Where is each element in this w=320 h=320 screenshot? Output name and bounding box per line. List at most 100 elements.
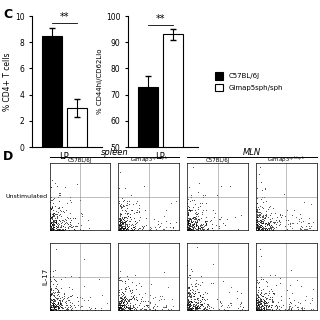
Point	[119, 220, 124, 225]
Point	[123, 304, 128, 309]
Point	[50, 301, 55, 307]
Point	[193, 303, 198, 308]
Point	[119, 295, 124, 300]
Bar	[163, 34, 183, 278]
Point	[263, 225, 268, 230]
Point	[194, 227, 199, 232]
Point	[284, 227, 289, 232]
Point	[118, 305, 124, 310]
Point	[186, 307, 191, 312]
Point	[258, 219, 263, 224]
Point	[137, 210, 142, 215]
Point	[261, 206, 266, 211]
Point	[99, 308, 104, 313]
Point	[264, 295, 269, 300]
Point	[48, 307, 53, 312]
Point	[257, 213, 262, 218]
Point	[125, 306, 130, 311]
Point	[55, 306, 60, 311]
Point	[274, 215, 279, 220]
Point	[193, 308, 198, 313]
Point	[264, 198, 269, 204]
Point	[260, 302, 265, 308]
Point	[139, 297, 144, 302]
Point	[257, 296, 262, 301]
Point	[197, 225, 202, 230]
Point	[189, 299, 194, 304]
Point	[188, 207, 194, 212]
Point	[201, 304, 206, 309]
Point	[272, 273, 277, 278]
Point	[198, 221, 204, 226]
Point	[127, 306, 132, 311]
Point	[49, 214, 54, 219]
Point	[185, 217, 190, 222]
Point	[258, 203, 263, 208]
Point	[118, 295, 123, 300]
Point	[87, 225, 92, 230]
Point	[48, 304, 53, 309]
Point	[198, 224, 204, 229]
Point	[123, 225, 128, 230]
Point	[59, 228, 64, 233]
Point	[133, 224, 138, 229]
Point	[254, 307, 260, 312]
Point	[210, 305, 215, 310]
Point	[274, 303, 279, 308]
Point	[48, 221, 53, 226]
Point	[53, 218, 58, 223]
Point	[267, 297, 272, 302]
Point	[48, 286, 53, 292]
Y-axis label: % CD44hi/CD62Llo: % CD44hi/CD62Llo	[97, 49, 103, 114]
Point	[238, 212, 243, 218]
Point	[185, 225, 190, 230]
Point	[51, 304, 56, 309]
Point	[53, 284, 58, 289]
Point	[188, 298, 194, 303]
Point	[73, 308, 78, 313]
Point	[186, 299, 191, 304]
Point	[258, 307, 263, 312]
Point	[50, 227, 55, 232]
Point	[132, 219, 137, 224]
Point	[262, 300, 267, 306]
Point	[122, 298, 127, 303]
Point	[54, 304, 60, 309]
Point	[122, 227, 127, 232]
Point	[123, 209, 128, 214]
Point	[200, 192, 205, 197]
Point	[263, 212, 268, 217]
Point	[192, 307, 197, 312]
Point	[189, 300, 194, 305]
Point	[116, 305, 121, 310]
Point	[185, 200, 190, 205]
Point	[75, 181, 80, 187]
Point	[185, 212, 190, 218]
Point	[52, 290, 57, 295]
Point	[48, 268, 53, 273]
Point	[188, 308, 193, 313]
Point	[259, 304, 264, 309]
Point	[255, 221, 260, 226]
Point	[57, 300, 62, 306]
Point	[272, 307, 277, 312]
Point	[168, 306, 173, 311]
Point	[118, 226, 123, 231]
Point	[54, 308, 59, 313]
Point	[50, 303, 55, 308]
Point	[55, 299, 60, 304]
Point	[120, 307, 125, 312]
Point	[188, 300, 194, 305]
Point	[88, 306, 93, 311]
Point	[124, 284, 129, 289]
Point	[201, 226, 206, 231]
Point	[190, 220, 195, 225]
Point	[50, 287, 55, 292]
Point	[254, 217, 260, 222]
Point	[57, 304, 62, 309]
Point	[117, 298, 122, 303]
Point	[55, 227, 60, 232]
Point	[116, 219, 122, 224]
Point	[65, 303, 70, 308]
Point	[128, 215, 133, 220]
